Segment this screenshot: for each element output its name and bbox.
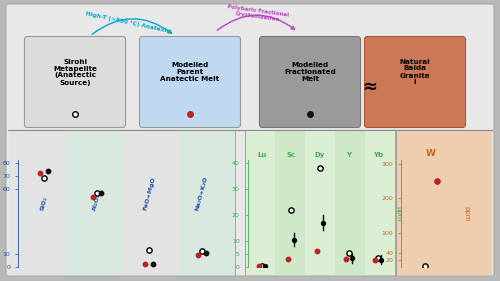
Bar bbox=[365, 131, 395, 275]
Text: Polybaric Fractional
Crystallization: Polybaric Fractional Crystallization bbox=[226, 4, 290, 24]
Y-axis label: ppm: ppm bbox=[464, 206, 470, 221]
Text: Yb: Yb bbox=[373, 151, 383, 158]
Bar bbox=[178, 131, 235, 275]
Text: Sirohi
Metapelite
(Anatectic
Source): Sirohi Metapelite (Anatectic Source) bbox=[53, 58, 97, 85]
Bar bbox=[66, 131, 122, 275]
Text: Al₂O₃: Al₂O₃ bbox=[92, 192, 102, 211]
Text: Na₂O+K₂O: Na₂O+K₂O bbox=[194, 175, 209, 211]
Text: High-T (>850 °C) Anatexis: High-T (>850 °C) Anatexis bbox=[86, 11, 170, 33]
FancyArrowPatch shape bbox=[217, 15, 294, 30]
FancyBboxPatch shape bbox=[260, 37, 360, 128]
Text: Sc: Sc bbox=[286, 151, 296, 158]
Text: Lu: Lu bbox=[258, 151, 266, 158]
Text: SiO₂: SiO₂ bbox=[40, 195, 48, 211]
Bar bbox=[335, 131, 365, 275]
FancyArrowPatch shape bbox=[92, 19, 172, 34]
Text: Natural
Balda
Granite
I: Natural Balda Granite I bbox=[400, 58, 430, 85]
Text: Dy: Dy bbox=[315, 151, 325, 158]
FancyBboxPatch shape bbox=[364, 37, 466, 128]
Text: Modelled
Parent
Anatectic Melt: Modelled Parent Anatectic Melt bbox=[160, 62, 220, 82]
Text: ≈: ≈ bbox=[362, 78, 378, 96]
Text: W: W bbox=[426, 149, 436, 158]
Text: FeO+MgO: FeO+MgO bbox=[142, 176, 156, 211]
FancyBboxPatch shape bbox=[24, 37, 126, 128]
Bar bbox=[9, 131, 66, 275]
Bar bbox=[275, 131, 305, 275]
Text: Y: Y bbox=[346, 151, 352, 158]
Bar bbox=[122, 131, 178, 275]
Bar bbox=[305, 131, 335, 275]
Bar bbox=[245, 131, 275, 275]
Y-axis label: wt %: wt % bbox=[0, 204, 1, 223]
Text: Modelled
Fractionated
Melt: Modelled Fractionated Melt bbox=[284, 62, 336, 82]
Y-axis label: ppm: ppm bbox=[396, 206, 402, 221]
FancyBboxPatch shape bbox=[6, 4, 494, 276]
FancyBboxPatch shape bbox=[140, 37, 240, 128]
Bar bbox=[396, 131, 492, 275]
